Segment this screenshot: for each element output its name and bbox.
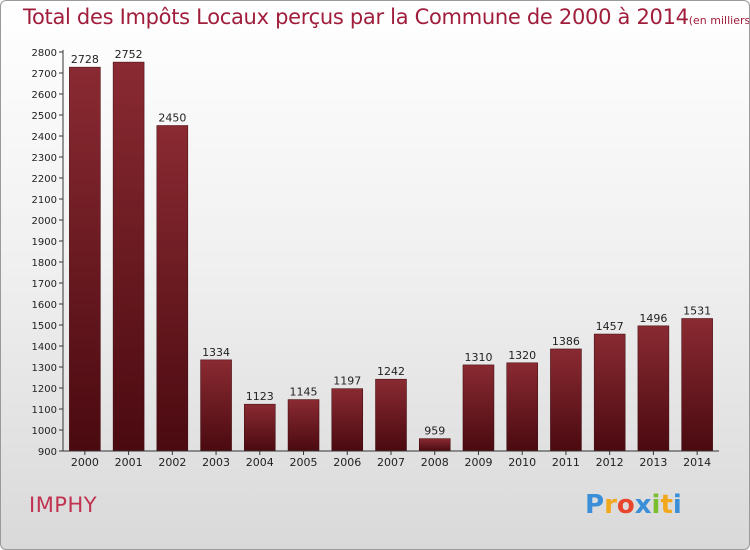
data-label-2006: 1197 [333, 375, 361, 388]
y-tick-label: 2000 [32, 216, 57, 227]
y-tick-label: 2100 [32, 195, 57, 206]
data-label-2010: 1320 [508, 349, 536, 362]
bar-2008 [418, 438, 451, 452]
y-tick-label: 2200 [32, 174, 57, 185]
logo-letter: x [634, 490, 652, 520]
data-label-2011: 1386 [552, 335, 580, 348]
logo-letter: i [651, 490, 661, 520]
chart-title-unit: (en milliers d'€) [688, 14, 750, 27]
bar-2012 [593, 333, 626, 452]
logo-letter: P [585, 490, 605, 520]
bar-2006 [331, 388, 364, 452]
x-tick-label-2004: 2004 [246, 456, 274, 469]
bar-2010 [506, 362, 538, 452]
y-tick-label: 2600 [32, 90, 57, 101]
logo-letter: i [672, 490, 682, 520]
data-label-2013: 1496 [639, 312, 667, 325]
proxiti-logo: Proxiti [585, 490, 682, 520]
bar-2013 [637, 325, 670, 452]
x-tick-label-2005: 2005 [290, 456, 318, 469]
y-tick-label: 2400 [32, 132, 57, 143]
y-tick-label: 2500 [32, 111, 57, 122]
y-tick-label: 1000 [32, 426, 57, 437]
bar-2014 [681, 318, 713, 452]
x-tick-label-2011: 2011 [552, 456, 580, 469]
data-label-2001: 2752 [115, 48, 143, 61]
data-label-2004: 1123 [246, 390, 274, 403]
logo-letter: t [660, 490, 673, 520]
y-tick-label: 900 [38, 447, 57, 458]
data-label-2007: 1242 [377, 365, 405, 378]
data-label-2000: 2728 [71, 53, 99, 66]
y-tick-label: 1200 [32, 384, 57, 395]
bar-2002 [156, 125, 189, 452]
logo-letter: o [616, 490, 635, 520]
bar-2007 [375, 378, 407, 452]
x-tick-label-2008: 2008 [421, 456, 449, 469]
data-label-2005: 1145 [290, 386, 318, 399]
bar-2000 [69, 66, 101, 452]
y-tick-label: 1800 [32, 258, 57, 269]
y-tick-label: 1300 [32, 363, 57, 374]
x-tick-label-2007: 2007 [377, 456, 405, 469]
bars: 2728 2752 2450 1334 1123 1145 1197 1242 959 1310 1… [69, 48, 713, 452]
bar-2009 [462, 364, 495, 452]
x-tick-label-2013: 2013 [639, 456, 667, 469]
logo-letter: r [604, 490, 617, 520]
data-label-2009: 1310 [464, 351, 492, 364]
y-tick-label: 1600 [32, 300, 57, 311]
x-tick-label-2006: 2006 [333, 456, 361, 469]
x-tick-label-2000: 2000 [71, 456, 99, 469]
bar-2011 [550, 348, 582, 452]
chart-title-main: Total des Impôts Locaux perçus par la Co… [23, 5, 689, 29]
y-tick-label: 2700 [32, 69, 57, 80]
commune-name: IMPHY [29, 493, 98, 517]
data-label-2002: 2450 [158, 112, 186, 125]
bar-2005 [287, 399, 320, 452]
bar-2003 [200, 359, 232, 452]
data-label-2012: 1457 [596, 320, 624, 333]
y-tick-label: 1400 [32, 342, 57, 353]
bar-2004 [244, 403, 276, 452]
y-tick-label: 1500 [32, 321, 57, 332]
data-label-2008: 959 [424, 425, 445, 438]
y-tick-label: 1900 [32, 237, 57, 248]
chart-title: Total des Impôts Locaux perçus par la Co… [23, 5, 750, 29]
data-label-2014: 1531 [683, 304, 711, 317]
x-tick-label-2001: 2001 [115, 456, 143, 469]
bar-2001 [112, 61, 145, 452]
y-tick-label: 1100 [32, 405, 57, 416]
data-label-2003: 1334 [202, 346, 230, 359]
y-tick-label: 2800 [32, 48, 57, 59]
y-tick-label: 1700 [32, 279, 57, 290]
x-tick-label-2010: 2010 [508, 456, 536, 469]
x-tick-label-2014: 2014 [683, 456, 711, 469]
x-tick-label-2009: 2009 [464, 456, 492, 469]
x-axis: 2000 2001 2002 2003 2004 2005 2006 2007 2008 2009… [63, 450, 719, 469]
y-tick-label: 2300 [32, 153, 57, 164]
x-tick-label-2002: 2002 [158, 456, 186, 469]
y-axis: 900 1000 1100 1200 1300 1400 1500 1600 1700 1800 1… [32, 48, 64, 458]
x-tick-label-2012: 2012 [596, 456, 624, 469]
x-tick-label-2003: 2003 [202, 456, 230, 469]
